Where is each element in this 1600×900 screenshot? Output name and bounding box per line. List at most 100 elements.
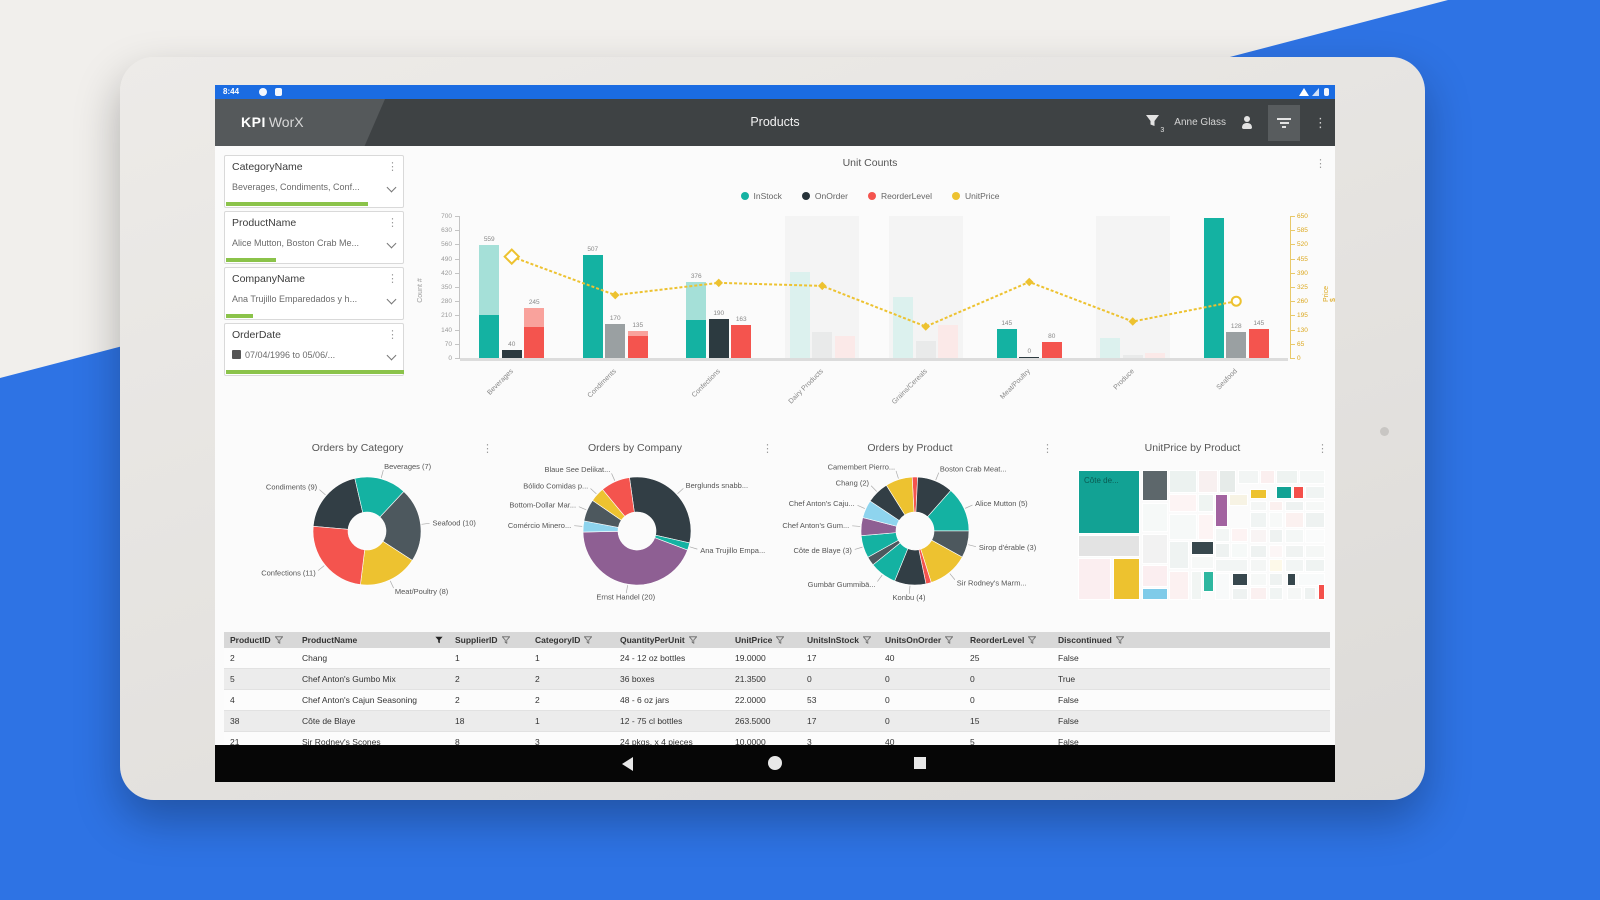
legend-item[interactable]: OnOrder (801, 191, 848, 201)
line-marker[interactable] (818, 281, 827, 291)
column-filter-icon[interactable] (1028, 636, 1037, 644)
table-row[interactable]: 4 Chef Anton's Cajun Seasoning 2 2 48 - 6 oz… (224, 690, 1330, 711)
column-filter-icon[interactable] (1115, 636, 1124, 644)
bar-onorder[interactable] (501, 349, 522, 358)
slicer-button[interactable] (1268, 104, 1300, 141)
filter-kebab-icon[interactable]: ⋮ (387, 217, 398, 229)
bar-instock[interactable] (1203, 218, 1224, 358)
panel-kebab-icon[interactable]: ⋮ (482, 443, 493, 455)
treemap-tile[interactable] (1218, 470, 1237, 493)
home-icon[interactable] (768, 756, 782, 770)
table-row[interactable]: 38 Côte de Blaye 18 1 12 - 75 cl bottles 263.… (224, 711, 1330, 732)
panel-kebab-icon[interactable]: ⋮ (1042, 443, 1053, 455)
legend-item[interactable]: InStock (740, 191, 782, 201)
treemap-tile[interactable] (1141, 564, 1168, 587)
treemap-tile[interactable] (1305, 485, 1325, 500)
table-header-cell[interactable]: Discontinued (1052, 632, 1140, 648)
treemap-tile[interactable] (1169, 470, 1197, 493)
treemap-tile[interactable] (1305, 559, 1325, 573)
donut-slice[interactable] (312, 478, 364, 530)
donut-slice[interactable] (312, 525, 366, 585)
treemap-tile[interactable] (1190, 570, 1202, 600)
treemap-tile[interactable] (1305, 500, 1325, 511)
treemap-tile[interactable] (1169, 513, 1197, 540)
bar-instock[interactable] (996, 328, 1017, 358)
treemap-tile[interactable] (1285, 559, 1304, 573)
column-filter-icon[interactable] (862, 636, 871, 644)
bar-reorder[interactable] (834, 335, 855, 358)
chevron-down-icon[interactable] (386, 294, 397, 305)
treemap-tile[interactable] (1198, 513, 1215, 540)
line-marker[interactable] (921, 322, 930, 331)
treemap-tile[interactable] (1249, 573, 1267, 586)
treemap-tile[interactable] (1198, 470, 1218, 493)
bar-instock[interactable] (1100, 337, 1121, 358)
table-row[interactable]: 21 Sir Rodney's Scones 8 3 24 pkgs. x 4 piec… (224, 732, 1330, 745)
bar-reorder[interactable] (1145, 352, 1166, 358)
filter-value[interactable]: 07/04/1996 to 05/06/... (232, 350, 384, 360)
back-icon[interactable] (622, 757, 633, 771)
treemap-tile[interactable] (1303, 587, 1317, 600)
bar-instock[interactable] (789, 271, 810, 358)
table-header-cell[interactable]: ProductName (296, 632, 449, 648)
donut-slice[interactable] (379, 491, 422, 561)
chevron-down-icon[interactable] (386, 238, 397, 249)
filter-kebab-icon[interactable]: ⋮ (387, 273, 398, 285)
treemap-tile[interactable] (1198, 494, 1215, 513)
bar-instock[interactable] (893, 297, 914, 358)
treemap-tile[interactable] (1249, 500, 1267, 511)
treemap-tile[interactable] (1215, 573, 1231, 600)
treemap-tile[interactable] (1259, 470, 1275, 485)
filter-kebab-icon[interactable]: ⋮ (387, 161, 398, 173)
treemap-tile[interactable] (1231, 543, 1248, 558)
treemap-tile[interactable] (1268, 559, 1284, 573)
filter-button[interactable]: 3 (1145, 113, 1164, 134)
unitprice-line[interactable] (511, 255, 1237, 328)
bar-onorder[interactable] (812, 331, 833, 358)
bar-reorder-light[interactable] (627, 330, 648, 337)
overflow-menu-icon[interactable]: ⋮ (1314, 115, 1327, 130)
column-filter-icon[interactable] (688, 636, 697, 644)
treemap-tile[interactable] (1268, 529, 1284, 544)
bar-reorder[interactable] (938, 324, 959, 358)
treemap-tile[interactable] (1285, 529, 1304, 544)
table-header-cell[interactable]: QuantityPerUnit (614, 632, 729, 648)
table-header-cell[interactable]: ProductID (224, 632, 296, 648)
filter-value[interactable]: Alice Mutton, Boston Crab Me... (232, 238, 360, 248)
treemap-tile[interactable] (1190, 556, 1215, 570)
table-header-cell[interactable]: SupplierID (449, 632, 529, 648)
treemap-tile[interactable] (1113, 558, 1140, 600)
treemap-tile[interactable] (1202, 570, 1215, 592)
treemap-tile[interactable] (1249, 587, 1267, 600)
bar-reorder[interactable] (1248, 328, 1269, 358)
treemap-tile[interactable] (1249, 529, 1267, 544)
treemap-tile[interactable] (1249, 512, 1267, 528)
treemap-tile[interactable] (1299, 470, 1325, 485)
unit-counts-kebab-icon[interactable]: ⋮ (1315, 158, 1326, 170)
filter-card-orderdate[interactable]: OrderDate ⋮ 07/04/1996 to 05/06/... (224, 323, 404, 376)
filter-value[interactable]: Ana Trujillo Emparedados y h... (232, 294, 358, 304)
treemap-tile[interactable] (1141, 502, 1168, 533)
filter-kebab-icon[interactable]: ⋮ (387, 329, 398, 341)
treemap-tile[interactable] (1287, 587, 1303, 600)
treemap-tile[interactable]: Côte de... (1078, 470, 1140, 534)
treemap-tile[interactable] (1297, 573, 1325, 586)
treemap-tile[interactable] (1249, 559, 1267, 573)
treemap-tile[interactable] (1287, 573, 1297, 586)
bar-onorder[interactable] (1122, 354, 1143, 358)
treemap-tile[interactable] (1249, 488, 1267, 500)
column-filter-icon[interactable] (501, 636, 510, 644)
table-row[interactable]: 2 Chang 1 1 24 - 12 oz bottles 19.0000 17 40 25 F… (224, 648, 1330, 669)
treemap-tile[interactable] (1231, 527, 1248, 543)
chevron-down-icon[interactable] (386, 350, 397, 361)
donut-slice[interactable] (629, 476, 692, 544)
treemap-tile[interactable] (1268, 512, 1284, 528)
bar-instock-light[interactable] (479, 244, 500, 315)
treemap-tile[interactable] (1275, 485, 1292, 500)
bar-instock[interactable] (686, 319, 707, 358)
table-header-cell[interactable]: UnitsInStock (801, 632, 879, 648)
brand-tab[interactable]: KPI WorX (215, 99, 385, 146)
donut-slice[interactable] (582, 531, 688, 586)
line-marker[interactable] (714, 278, 723, 288)
bar-instock[interactable] (479, 314, 500, 358)
